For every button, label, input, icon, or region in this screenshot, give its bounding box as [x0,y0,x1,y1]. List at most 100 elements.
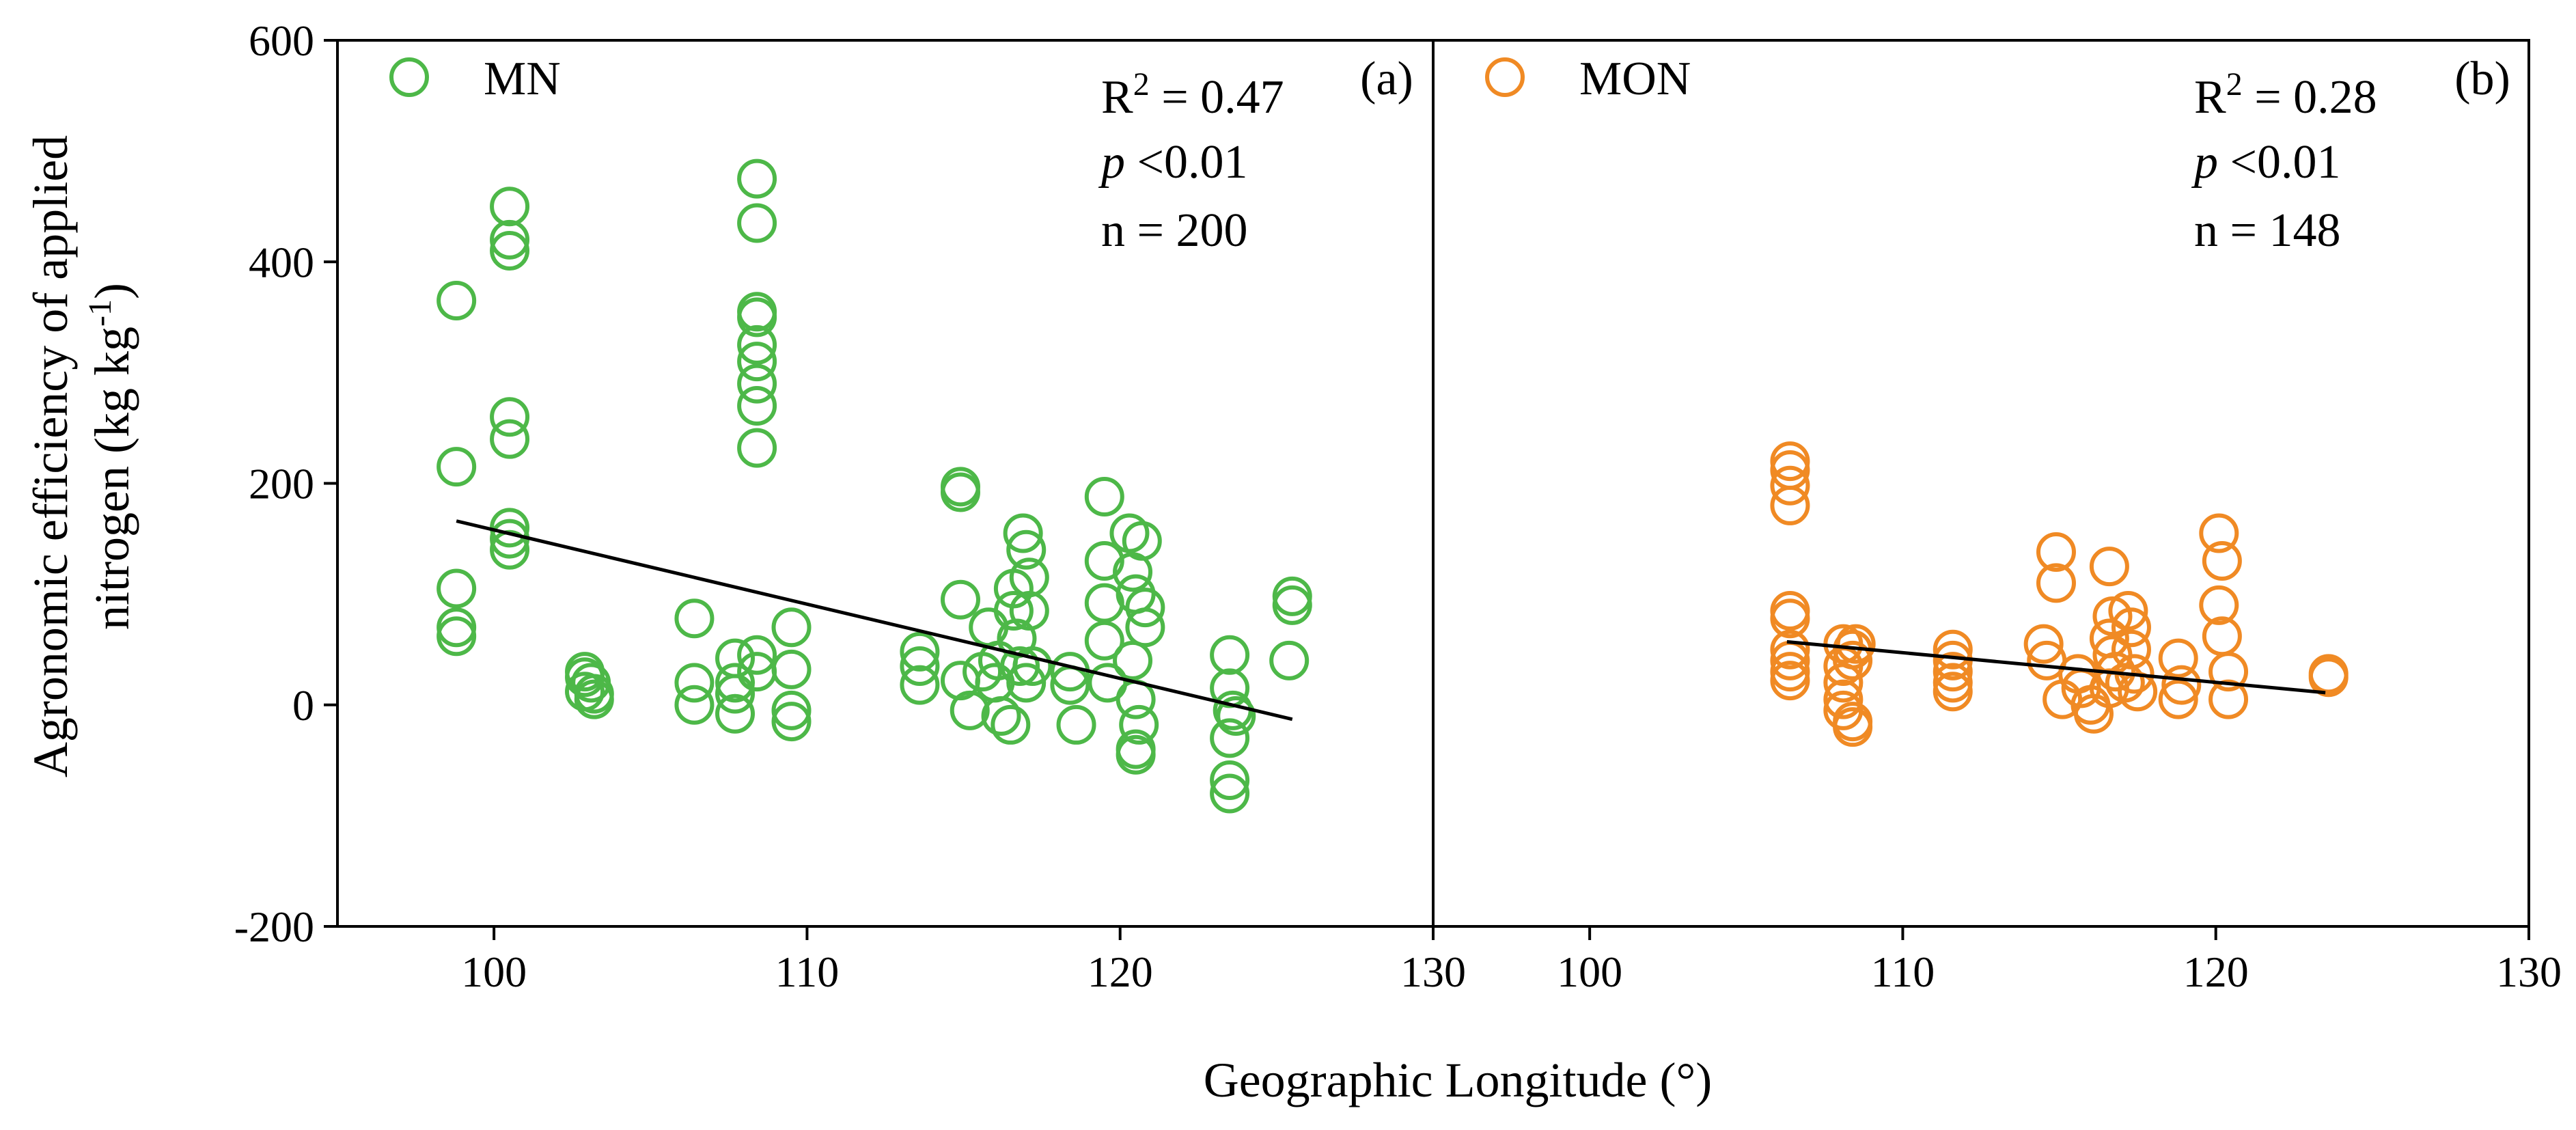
data-point [2199,585,2239,625]
data-point [574,679,614,719]
data-point [2158,679,2198,719]
data-point [2158,638,2198,678]
data-point [771,690,812,730]
data-point [1770,661,1810,701]
data-point [2089,547,2129,587]
data-point [1084,540,1124,581]
data-point [1116,734,1156,775]
data-point [1113,640,1153,680]
x-tick-label: 130 [1400,948,1466,996]
data-point [1933,663,1973,703]
x-tick-label: 100 [461,948,527,996]
data-point [1125,607,1165,648]
data-point [490,231,530,271]
data-point [771,607,812,648]
panel-a-p: p <0.01 [1098,136,1247,189]
data-point [1770,485,1810,525]
x-tick-label: 130 [2496,948,2562,996]
data-point [737,363,777,404]
panel-a-fit-line [456,519,1293,721]
data-point [437,568,477,609]
y-axis-title-line1: Agronomic efficiency of applied [23,135,78,777]
data-point [1833,707,1873,747]
data-point [2092,596,2133,637]
data-point [1272,585,1312,625]
data-point [1119,704,1159,745]
panel-a-legend-label: MN [484,53,561,105]
data-point [1933,652,1973,692]
panel-b-r2: R2 = 0.28 [2194,66,2377,124]
panel-a-points [437,159,1312,814]
data-point [1269,640,1310,680]
y-axis-title-line2: nitrogen (kg kg-1) [82,283,140,630]
panel-b-legend-label: MON [1579,53,1691,105]
data-point [2161,665,2202,705]
data-point [2108,590,2148,631]
panel-b-fit-line [1786,639,2326,695]
data-point [1216,695,1256,736]
data-point [1084,476,1124,516]
data-point [490,219,530,260]
panel-a-r2: R2 = 0.47 [1101,66,1284,124]
data-point [674,663,715,703]
data-point [1012,646,1053,687]
data-point [1770,590,1810,631]
panel-a-x-axis: 100 110 120 130 [461,926,1466,996]
data-point [1009,557,1049,598]
panel-a-y-axis: -200 0 200 400 600 [234,16,337,951]
data-point [437,447,477,487]
y-tick-label: 400 [249,238,314,286]
data-point [1006,663,1047,703]
data-point [940,472,980,512]
data-point [2308,657,2349,698]
panel-a-legend: MN [389,53,561,105]
x-axis-title: Geographic Longitude (°) [1204,1053,1713,1107]
data-point [771,702,812,742]
panel-b-legend-marker [1485,57,1525,97]
data-point [737,159,777,199]
data-point [1109,513,1150,553]
panel-b-frame [1432,39,2530,928]
data-point [993,590,1034,631]
data-point [437,616,477,657]
data-point [940,579,980,620]
data-point [737,342,777,382]
data-point [1122,521,1162,561]
data-point [1823,679,1864,719]
data-point [900,646,940,687]
data-point [1770,465,1810,506]
data-point [1210,773,1250,814]
y-tick-label: 600 [249,16,314,65]
data-point [490,187,530,227]
data-point [1770,652,1810,692]
data-point [2199,513,2239,553]
data-point [1006,529,1047,570]
data-point [900,631,940,672]
data-point [437,280,477,320]
data-point [1770,598,1810,639]
data-point [1210,635,1250,675]
data-point [737,386,777,426]
y-tick-label: 200 [249,460,314,508]
data-point [1933,672,1973,712]
data-point [674,685,715,725]
data-point [2208,652,2249,692]
data-point [1770,450,1810,491]
panel-b: 100 110 120 130 MON (b) R2 = 0.28 p <0.01 n… [1432,39,2562,996]
data-point [490,419,530,459]
data-point [737,297,777,337]
panel-a: -200 0 200 400 600 100 110 120 130 MN (a) R2 = … [234,16,1466,996]
y-tick-label: 0 [292,681,314,730]
data-point [490,397,530,437]
data-point [2202,540,2242,581]
panel-b-n: n = 148 [2194,204,2340,257]
data-point [715,693,756,734]
data-point [737,428,777,468]
data-point [1770,441,1810,482]
data-point [2036,563,2076,603]
data-point [1056,704,1096,745]
data-point [1272,576,1312,616]
data-point [490,508,530,548]
data-point [737,635,777,675]
